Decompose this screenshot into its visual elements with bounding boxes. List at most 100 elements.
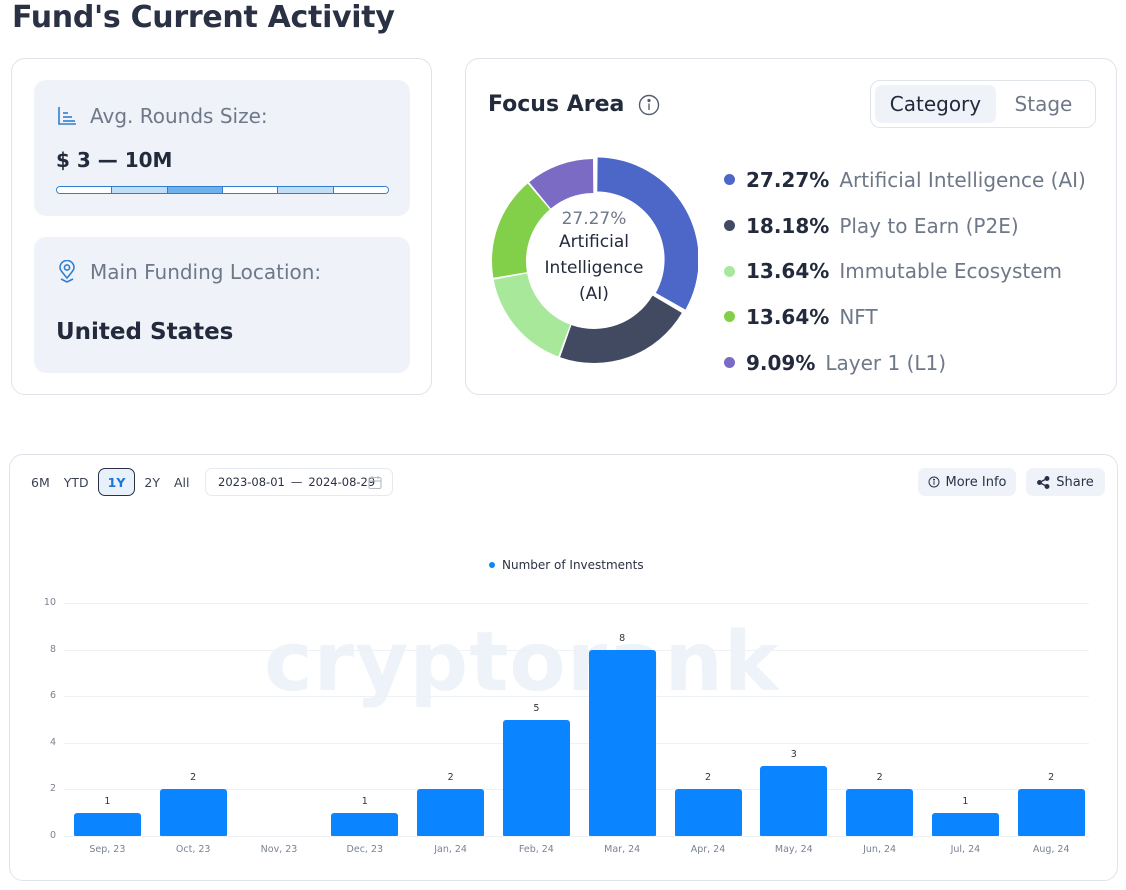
main-funding-location-box: Main Funding Location: United States (34, 237, 410, 373)
legend-item[interactable]: 9.09% Layer 1 (L1) (724, 340, 1086, 386)
x-axis-label: Oct, 23 (175, 844, 211, 855)
chart-bar[interactable] (73, 812, 141, 836)
x-axis-label: Feb, 24 (518, 844, 554, 855)
x-axis-label: Aug, 24 (1032, 844, 1070, 855)
legend-dot-icon (724, 220, 735, 232)
time-range-tabs: 6M YTD 1Y 2Y All (24, 468, 197, 496)
x-axis-label: Sep, 23 (89, 844, 126, 855)
avg-rounds-size-box: Avg. Rounds Size: $ 3 — 10M (34, 80, 410, 216)
info-icon[interactable] (638, 94, 660, 116)
donut-slice[interactable] (529, 159, 594, 209)
grid-line (64, 836, 1089, 837)
chart-legend[interactable]: Number of Investments (489, 558, 644, 572)
range-tab-all[interactable]: All (174, 474, 190, 490)
bar-value-label: 5 (533, 702, 540, 714)
date-separator: — (290, 475, 303, 489)
y-axis-tick: 2 (49, 783, 56, 795)
donut-slice[interactable] (493, 273, 571, 357)
focus-view-toggle: Category Stage (870, 80, 1096, 128)
donut-center-percentage: 27.27% (561, 209, 627, 229)
chart-bar[interactable] (931, 812, 999, 836)
range-segment (112, 187, 168, 193)
x-axis-label: Dec, 23 (346, 844, 384, 855)
legend-item[interactable]: 18.18% Play to Earn (P2E) (724, 203, 1086, 249)
grid-line (64, 789, 1089, 791)
x-axis-label: Jan, 24 (434, 844, 467, 855)
grid-line (64, 649, 1089, 651)
x-axis-label: Mar, 24 (604, 844, 641, 855)
donut-center-label: 27.27% Artificial Intelligence (AI) (490, 157, 698, 365)
tab-stage[interactable]: Stage (1014, 92, 1073, 116)
bar-value-label: 1 (962, 795, 969, 807)
legend-item[interactable]: 13.64% NFT (724, 294, 1086, 340)
chart-legend-label: Number of Investments (502, 558, 644, 572)
bar-value-label: 2 (447, 772, 454, 784)
main-funding-location-label: Main Funding Location: (90, 260, 322, 284)
chart-bar[interactable] (674, 789, 742, 836)
range-segment (57, 187, 113, 193)
date-to: 2024-08-29 (308, 475, 376, 489)
focus-area-card: Focus Area Category Stage 27.27% Artific… (465, 58, 1117, 395)
main-funding-location-value: United States (56, 319, 234, 345)
y-axis-tick: 4 (49, 736, 56, 748)
focus-area-title: Focus Area (488, 92, 625, 117)
page-title: Fund's Current Activity (12, 0, 395, 35)
chart-bar[interactable] (760, 766, 828, 836)
info-icon (928, 476, 940, 488)
tab-category[interactable]: Category (875, 85, 996, 123)
donut-slice[interactable] (597, 157, 698, 310)
range-segment (278, 187, 334, 193)
focus-donut-chart[interactable] (490, 157, 698, 365)
more-info-button[interactable]: More Info (918, 468, 1016, 496)
y-axis-tick: 10 (43, 597, 56, 608)
range-segment (333, 187, 388, 193)
legend-item[interactable]: 13.64% Immutable Ecosystem (724, 248, 1086, 294)
date-range-picker[interactable]: 2023-08-01 — 2024-08-29 (205, 468, 393, 496)
chart-bar[interactable] (417, 789, 485, 836)
focus-legend: 27.27% Artificial Intelligence (AI) 18.1… (724, 157, 1086, 385)
bar-value-label: 1 (104, 795, 111, 807)
share-button[interactable]: Share (1026, 468, 1105, 496)
fund-stats-card: Avg. Rounds Size: $ 3 — 10M Main Funding… (11, 58, 432, 395)
grid-line (64, 696, 1089, 698)
range-tab-6m[interactable]: 6M (31, 474, 50, 490)
y-axis-tick: 6 (49, 690, 56, 702)
chart-bar[interactable] (1017, 789, 1085, 836)
chart-bar[interactable] (588, 649, 656, 836)
legend-dot-icon (489, 562, 495, 568)
x-axis-label: Jun, 24 (863, 844, 897, 855)
calendar-icon[interactable] (368, 475, 382, 490)
range-segment-active (167, 187, 223, 193)
chart-bar[interactable] (159, 789, 227, 836)
chart-bar[interactable] (502, 719, 570, 836)
legend-item[interactable]: 27.27% Artificial Intelligence (AI) (724, 157, 1086, 203)
grid-line (64, 742, 1089, 744)
investments-bar-chart: 0 2 4 6 8 10 1 Sep, 23 2 Oct, 23 Nov, 23 1 Dec, 23 2 J… (10, 455, 1119, 882)
bar-value-label: 3 (790, 749, 797, 761)
grid-line (64, 603, 1089, 604)
avg-rounds-size-label: Avg. Rounds Size: (90, 104, 268, 128)
range-tab-1y[interactable]: 1Y (97, 468, 136, 496)
share-icon (1037, 475, 1050, 489)
chart-bar[interactable] (331, 812, 399, 836)
bar-value-label: 2 (876, 772, 883, 784)
range-tab-ytd[interactable]: YTD (63, 474, 89, 490)
legend-dot-icon (724, 174, 735, 186)
donut-slice[interactable] (492, 183, 550, 278)
bar-value-label: 2 (704, 772, 712, 784)
x-axis-label: Nov, 23 (260, 844, 298, 855)
rounds-size-range-bar (56, 186, 389, 194)
location-pin-icon (59, 260, 75, 283)
bar-value-label: 2 (190, 772, 197, 784)
cryptorank-watermark: cryptorank (264, 615, 780, 710)
bar-value-label: 2 (1048, 772, 1055, 784)
bar-value-label: 8 (619, 632, 626, 644)
chart-bar[interactable] (846, 789, 914, 836)
donut-slice[interactable] (560, 295, 682, 363)
range-tab-2y[interactable]: 2Y (144, 474, 160, 490)
date-from: 2023-08-01 (218, 475, 285, 489)
y-axis-tick: 0 (49, 830, 56, 841)
y-axis-tick: 8 (49, 643, 56, 655)
x-axis-label: Apr, 24 (690, 844, 726, 855)
range-segment (222, 187, 279, 193)
